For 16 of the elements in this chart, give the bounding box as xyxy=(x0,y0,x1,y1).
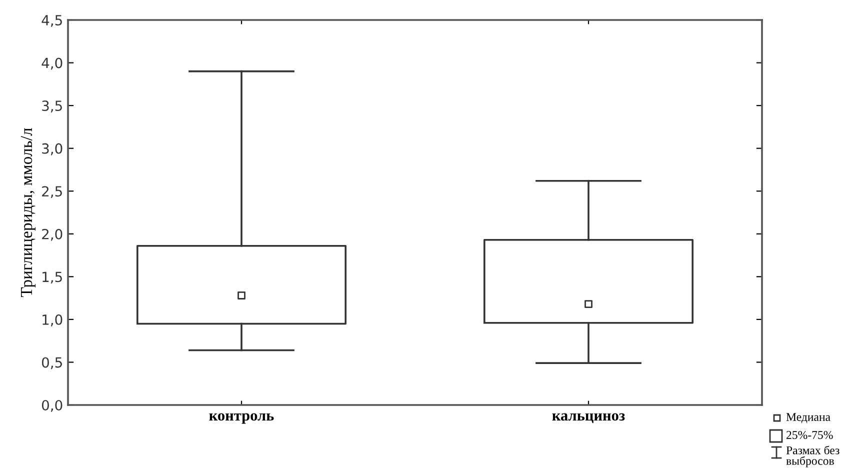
y-axis-title: Триглицериды, ммоль/л xyxy=(20,128,36,298)
y-tick-label: 2,5 xyxy=(42,186,62,198)
y-tick-label: 1,0 xyxy=(42,314,62,326)
y-tick-label: 3,0 xyxy=(42,143,62,156)
text: Размах без выбросов xyxy=(786,446,840,468)
y-tick-label: 4,5 xyxy=(42,15,62,27)
y-tick-label: 0,5 xyxy=(42,357,62,370)
y-tick-label: 0,0 xyxy=(42,400,62,412)
y-tick-label: 3,5 xyxy=(42,100,62,112)
x-tick-label: кальциноз xyxy=(552,413,625,424)
y-tick-label: 2,0 xyxy=(42,228,62,241)
text: 25%-75% xyxy=(786,430,833,439)
x-tick-label: контроль xyxy=(209,413,274,424)
y-tick-label: 4,0 xyxy=(42,58,62,70)
y-tick-label: 1,5 xyxy=(42,272,62,284)
text: Медиана xyxy=(786,413,830,424)
